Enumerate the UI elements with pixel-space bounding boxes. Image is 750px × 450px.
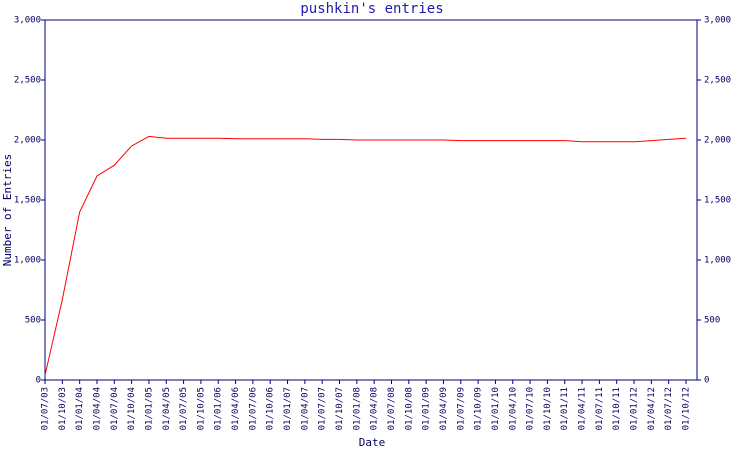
x-tick-label: 01/04/07 (300, 387, 310, 430)
x-tick-label: 01/07/12 (664, 387, 674, 430)
x-tick-label: 01/07/06 (248, 387, 258, 430)
x-tick-label: 01/07/07 (318, 387, 328, 430)
x-tick-label: 01/10/04 (127, 387, 137, 430)
x-tick-label: 01/01/08 (352, 387, 362, 430)
x-tick-label: 01/04/04 (92, 387, 102, 430)
y-tick-label: 3,000 (14, 16, 41, 26)
x-tick-label: 01/10/11 (612, 387, 622, 430)
x-tick-label: 01/01/07 (283, 387, 293, 430)
x-tick-label: 01/07/11 (595, 387, 605, 430)
x-tick-label: 01/10/07 (335, 387, 345, 430)
y2-tick-label: 1,000 (704, 256, 731, 266)
x-tick-label: 01/10/03 (58, 387, 68, 430)
x-tick-label: 01/04/06 (231, 387, 241, 430)
x-tick-label: 01/01/05 (144, 387, 154, 430)
x-tick-label: 01/10/08 (404, 387, 414, 430)
y-tick-label: 500 (25, 316, 41, 326)
x-tick-label: 01/01/04 (75, 387, 85, 430)
x-tick-label: 01/04/10 (508, 387, 518, 430)
x-tick-label: 01/04/12 (647, 387, 657, 430)
x-tick-label: 01/07/03 (41, 387, 51, 430)
y-tick-label: 1,500 (14, 196, 41, 206)
x-tick-label: 01/04/11 (578, 387, 588, 430)
x-tick-label: 01/04/09 (439, 387, 449, 430)
x-tick-label: 01/07/04 (110, 387, 120, 430)
y2-tick-label: 2,000 (704, 136, 731, 146)
x-tick-label: 01/01/12 (630, 387, 640, 430)
x-tick-label: 01/07/09 (456, 387, 466, 430)
x-tick-label: 01/10/10 (543, 387, 553, 430)
y-axis-label: Number of Entries (1, 154, 14, 267)
x-tick-label: 01/01/09 (422, 387, 432, 430)
x-axis-label: Date (359, 436, 386, 449)
x-tick-label: 01/10/12 (682, 387, 692, 430)
y2-tick-label: 1,500 (704, 196, 731, 206)
y-tick-label: 2,000 (14, 136, 41, 146)
y2-tick-label: 0 (704, 376, 709, 386)
y2-tick-label: 3,000 (704, 16, 731, 26)
x-tick-label: 01/01/10 (491, 387, 501, 430)
y-tick-label: 2,500 (14, 76, 41, 86)
x-tick-label: 01/04/05 (162, 387, 172, 430)
x-tick-label: 01/01/11 (560, 387, 570, 430)
y-tick-label: 1,000 (14, 256, 41, 266)
chart-title: pushkin's entries (300, 1, 443, 17)
y-tick-label: 0 (36, 376, 41, 386)
x-tick-label: 01/07/10 (526, 387, 536, 430)
x-tick-label: 01/07/08 (387, 387, 397, 430)
plot-frame (44, 19, 698, 381)
x-tick-label: 01/04/08 (370, 387, 380, 430)
x-tick-label: 01/10/09 (474, 387, 484, 430)
x-tick-label: 01/10/06 (266, 387, 276, 430)
data-line (44, 135, 687, 376)
x-tick-label: 01/10/05 (196, 387, 206, 430)
x-tick-label: 01/01/06 (214, 387, 224, 430)
y2-tick-label: 500 (704, 316, 720, 326)
y2-tick-label: 2,500 (704, 76, 731, 86)
x-tick-label: 01/07/05 (179, 387, 189, 430)
